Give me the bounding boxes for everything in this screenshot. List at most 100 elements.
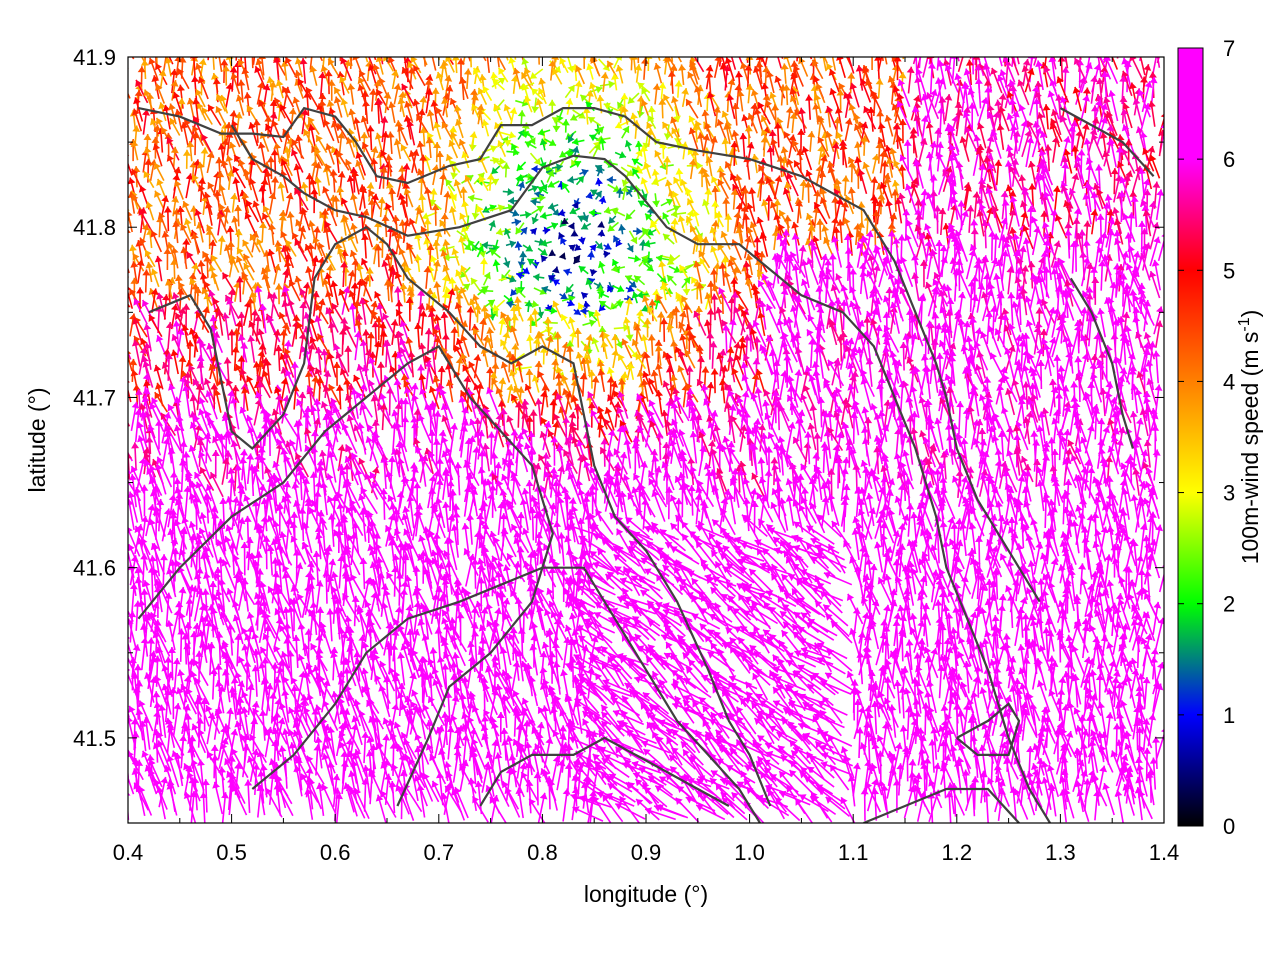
wind-vector [340,261,348,287]
wind-vector [671,210,686,218]
wind-vector [155,392,168,412]
wind-vector [581,223,591,230]
wind-vector [617,37,625,58]
wind-vector [348,109,356,130]
wind-vector [618,354,628,369]
wind-vector [398,98,406,117]
wind-vector [154,163,164,181]
wind-vector [719,379,727,404]
wind-vector [934,206,942,234]
wind-vector [766,71,774,93]
wind-vector [781,63,789,83]
wind-vector [648,334,656,355]
wind-vector [907,67,915,94]
wind-vector [615,151,626,158]
wind-vector [862,162,871,181]
wind-vector [287,212,295,233]
wind-vector [1157,36,1167,63]
wind-vector [342,287,350,315]
wind-vector [449,206,457,224]
wind-vector [183,150,191,169]
wind-vector [218,236,226,255]
wind-vector [934,418,943,450]
wind-vector [871,38,879,57]
wind-vector [655,345,663,366]
wind-vector [1140,77,1148,103]
wind-vector [177,68,189,88]
wind-vector [593,144,601,157]
wind-vector [434,411,442,442]
wind-vector [622,126,629,138]
wind-vector [613,285,624,292]
wind-vector [548,249,555,256]
wind-vector [818,45,828,64]
wind-vector [848,161,856,182]
wind-vector [446,380,454,402]
wind-vector [678,215,686,232]
wind-vector [444,75,452,95]
wind-vector [598,261,606,273]
wind-vector [1036,425,1045,456]
wind-vector [630,231,638,244]
wind-vector [506,240,516,248]
wind-vector [973,27,985,57]
wind-vector [488,221,496,231]
wind-vector [1140,31,1150,61]
wind-vector [1053,186,1061,211]
wind-vector [876,79,884,99]
wind-vector [538,248,547,255]
wind-vector [652,178,667,186]
wind-vector [388,102,396,123]
wind-vector [123,227,131,250]
wind-vector [1156,189,1164,220]
wind-vector [517,162,526,171]
wind-vector [347,84,355,105]
wind-vector [765,42,773,66]
wind-vector [1149,155,1159,178]
wind-vector [1034,34,1047,57]
wind-vector [427,110,435,131]
wind-vector [581,292,588,299]
wind-vector [396,310,409,332]
wind-vector [223,206,231,228]
wind-vector [745,278,753,298]
wind-vector [526,335,534,352]
wind-vector [480,258,488,275]
wind-vector [601,341,609,359]
wind-vector [1155,321,1163,348]
wind-vector [1016,293,1024,325]
wind-vector [966,205,974,233]
wind-vector [403,38,413,58]
wind-vector [1118,32,1129,57]
wind-vector [992,37,1002,66]
wind-vector [1123,175,1131,202]
wind-vector [1086,263,1094,291]
wind-vector [793,437,807,462]
wind-vector [119,334,131,360]
wind-vector [538,128,550,136]
wind-vector [710,246,718,263]
wind-vector [1006,267,1014,295]
wind-vector [967,250,977,279]
wind-vector [238,59,249,78]
wind-vector [580,373,588,396]
wind-vector [387,132,395,154]
wind-vector [601,72,609,92]
wind-vector [684,350,695,369]
wind-vector [1091,277,1099,305]
wind-vector [571,230,579,236]
wind-vector [493,260,501,272]
wind-vector [117,177,128,198]
wind-vector [1030,431,1038,462]
wind-vector [1094,49,1102,77]
wind-vector [1102,151,1111,177]
wind-vector [164,248,172,270]
wind-vector [959,46,969,72]
wind-vectors [111,25,1170,825]
wind-vector [928,63,936,95]
wind-vector [663,234,674,244]
wind-vector [658,99,666,119]
wind-vector [1111,333,1119,362]
wind-vector [174,425,182,453]
wind-vector [794,296,802,328]
